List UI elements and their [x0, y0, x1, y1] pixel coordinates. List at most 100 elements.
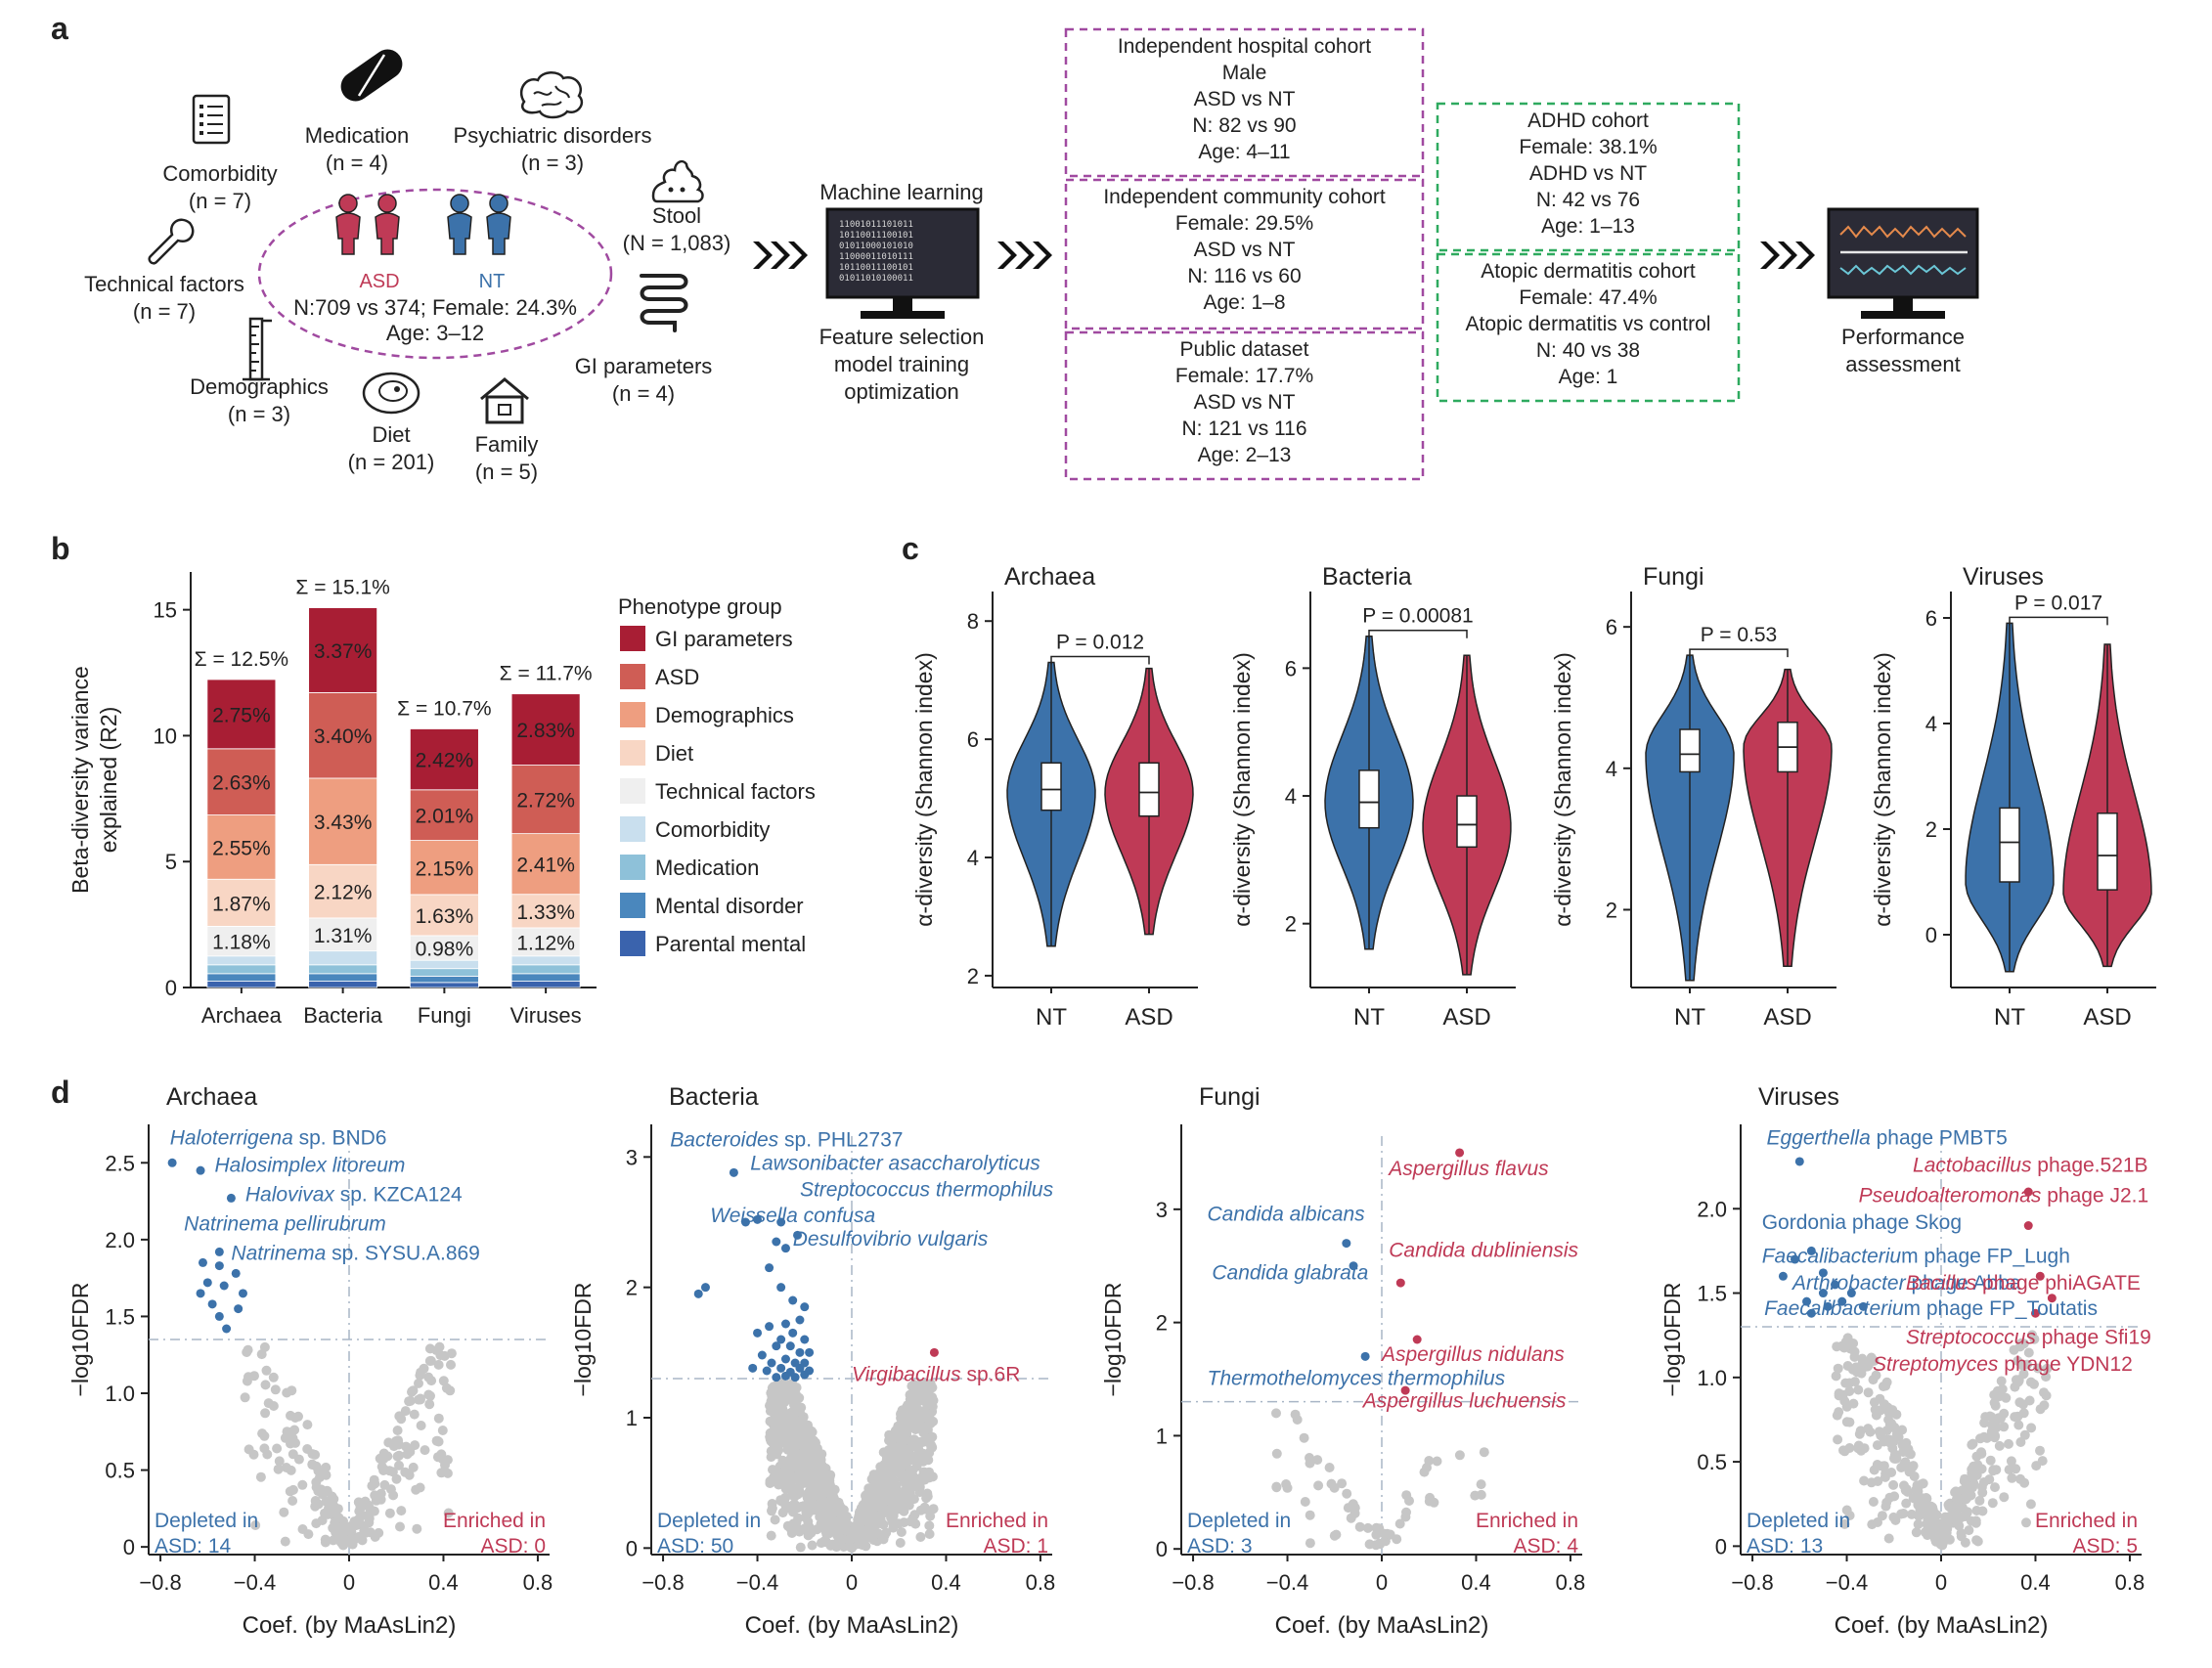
bar-segment: [510, 955, 581, 966]
x-tick-label: 0.4: [2020, 1570, 2051, 1595]
background-point: [2024, 1395, 2035, 1406]
panel-a: Comorbidity (n = 7) Medication (n = 4) Psych…: [84, 27, 1979, 484]
background-point: [786, 1408, 797, 1419]
legend-label: ASD: [655, 665, 699, 689]
cohort-line: Age: 1: [1559, 366, 1618, 388]
species-label-italic: Desulfovibrio vulgaris: [793, 1228, 989, 1251]
background-point: [1839, 1396, 1850, 1406]
legend-swatch: [620, 626, 645, 651]
chevron-icon: [753, 241, 773, 269]
background-point: [1834, 1388, 1844, 1399]
species-label-italic: Pseudoalteromonas: [1859, 1184, 2042, 1207]
cohort-line: N: 121 vs 116: [1181, 417, 1306, 440]
y-tick-label: 6: [1606, 615, 1617, 639]
cohort-ellipse: [257, 188, 613, 360]
background-point: [1959, 1484, 1969, 1495]
background-point: [1324, 1463, 1335, 1472]
background-point: [1911, 1527, 1922, 1538]
background-point: [1354, 1521, 1365, 1532]
enriched-point: [2035, 1271, 2045, 1281]
species-label-plain: phage J2.1: [2041, 1184, 2148, 1207]
species-label: Halosimplex litoreum: [215, 1155, 406, 1177]
background-point: [272, 1443, 283, 1454]
background-point: [1862, 1361, 1873, 1372]
background-point: [923, 1455, 934, 1466]
y-tick-label: 4: [1285, 784, 1297, 809]
background-point: [795, 1542, 806, 1553]
cohort-line: Female: 47.4%: [1519, 286, 1657, 309]
background-point: [828, 1500, 839, 1511]
background-point: [828, 1518, 839, 1528]
volcano-panel: −0.8 −0.4 0 0.4 0.8 Coef. (by MaAsLin2) 0 0.5 1.…: [67, 1083, 553, 1639]
kid-body: [447, 212, 472, 255]
bar-segment: [308, 863, 378, 919]
species-label: Bacteroides sp. PHL2737: [670, 1129, 903, 1152]
background-point: [1479, 1447, 1489, 1458]
cohort-line: Age: 1–8: [1203, 291, 1285, 314]
depleted-point: [1802, 1296, 1812, 1306]
background-point: [913, 1447, 924, 1458]
p-value-label: P = 0.53: [1701, 624, 1777, 646]
clipboard-bullet: [199, 105, 203, 109]
background-point: [784, 1380, 794, 1390]
background-point: [349, 1516, 360, 1527]
background-point: [1908, 1493, 1919, 1504]
feature-label: Family: [475, 432, 539, 457]
bar-value-label: 3.43%: [314, 812, 373, 834]
background-point: [816, 1466, 826, 1476]
species-label-italic: Bacillus: [1906, 1272, 1977, 1295]
background-point: [1271, 1481, 1282, 1492]
background-point: [803, 1448, 814, 1459]
background-point: [415, 1482, 425, 1493]
background-point: [766, 1530, 776, 1541]
species-label: Streptomyces phage YDN12: [1873, 1353, 2133, 1376]
background-point: [2006, 1456, 2016, 1467]
bar-value-label: 3.37%: [314, 640, 373, 663]
background-point: [2042, 1363, 2053, 1374]
species-label: Bacillus phage phiAGATE: [1906, 1272, 2141, 1295]
bar-segment: [409, 968, 479, 977]
panel-title: Bacteria: [669, 1083, 759, 1111]
depleted-point: [198, 1257, 207, 1267]
species-label: Halovivax sp. KZCA124: [245, 1184, 463, 1207]
background-point: [915, 1532, 926, 1542]
x-tick-label: ASD: [1442, 1004, 1490, 1031]
legend-swatch: [620, 855, 645, 880]
background-point: [896, 1527, 907, 1537]
background-point: [369, 1474, 379, 1485]
background-point: [2013, 1411, 2023, 1422]
feature-label: Medication: [305, 123, 409, 148]
enriched-point: [2047, 1294, 2057, 1303]
background-point: [1856, 1368, 1867, 1379]
species-label-plain: phage Abba: [1906, 1272, 2021, 1295]
y-tick-label: 3: [1156, 1198, 1168, 1222]
background-point: [1964, 1525, 1974, 1536]
depleted-point: [1806, 1308, 1816, 1318]
background-point: [898, 1494, 908, 1504]
depleted-point: [765, 1263, 774, 1273]
background-point: [384, 1466, 395, 1476]
bar-segment: [206, 955, 277, 966]
background-point: [2007, 1472, 2017, 1483]
cohort-line: Female: 29.5%: [1175, 212, 1313, 235]
background-point: [823, 1528, 834, 1539]
background-point: [1375, 1539, 1386, 1550]
y-axis-label-text: α-diversity (Shannon index): [1550, 652, 1575, 926]
bar-segment: [308, 973, 378, 982]
y-tick-label: 0: [1715, 1534, 1727, 1558]
species-label: Haloterrigena sp. BND6: [170, 1126, 387, 1149]
background-point: [1326, 1478, 1337, 1489]
background-point: [355, 1501, 366, 1512]
background-point: [2001, 1392, 2012, 1403]
background-point: [384, 1508, 395, 1518]
y-tick-label: 5: [165, 850, 177, 874]
y-axis-label-text: α-diversity (Shannon index): [1870, 652, 1895, 926]
background-point: [1936, 1518, 1946, 1529]
background-point: [1873, 1476, 1883, 1486]
background-point: [783, 1465, 794, 1475]
plate-item: [394, 386, 400, 392]
x-tick-label: −0.4: [1826, 1570, 1868, 1595]
species-label-plain: sp. BND6: [293, 1126, 387, 1149]
y-tick-label: 4: [967, 846, 979, 870]
